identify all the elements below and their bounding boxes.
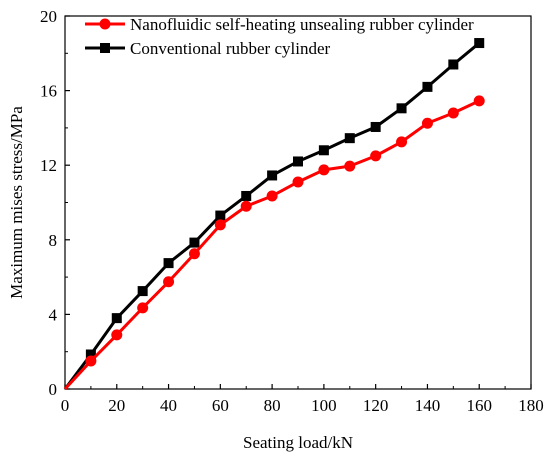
- plot-border: [64, 15, 532, 390]
- data-point: [422, 81, 433, 92]
- data-point: [85, 355, 97, 367]
- data-point: [396, 103, 407, 114]
- data-point: [318, 164, 330, 176]
- legend-entry: Conventional rubber cylinder: [85, 39, 331, 58]
- series-line: [63, 99, 480, 391]
- data-point: [318, 145, 329, 156]
- legend-label: Conventional rubber cylinder: [130, 39, 331, 58]
- x-tick-label: 20: [108, 396, 125, 415]
- data-point: [163, 258, 174, 269]
- y-tick-label: 8: [49, 231, 58, 250]
- data-point: [370, 121, 381, 132]
- data-point: [344, 133, 355, 144]
- data-point: [111, 329, 123, 341]
- x-tick-label: 80: [264, 396, 281, 415]
- legend-entry: Nanofluidic self-heating unsealing rubbe…: [85, 15, 474, 34]
- series-line: [63, 41, 481, 390]
- y-tick-label: 20: [40, 7, 57, 26]
- legend-marker: [99, 18, 111, 30]
- data-point: [189, 237, 200, 248]
- data-point: [241, 190, 252, 201]
- y-tick-label: 4: [49, 305, 58, 324]
- x-tick-label: 120: [363, 396, 389, 415]
- data-point: [188, 248, 200, 260]
- y-axis-title: Maximum mises stress/MPa: [7, 106, 26, 299]
- series-nanofluidic: [63, 95, 485, 391]
- legend: Nanofluidic self-heating unsealing rubbe…: [85, 15, 474, 58]
- x-tick-label: 160: [466, 396, 492, 415]
- data-point: [240, 200, 252, 212]
- plot-frame: [64, 15, 532, 390]
- x-axis-ticks: 0 20 40 60 80 100 120 140 160 180: [61, 384, 544, 415]
- data-point: [137, 286, 148, 297]
- data-point: [447, 107, 459, 119]
- data-point: [421, 117, 433, 129]
- y-tick-label: 16: [40, 82, 57, 101]
- legend-marker: [100, 43, 110, 53]
- data-point: [474, 38, 485, 49]
- x-axis-title: Seating load/kN: [243, 433, 353, 452]
- data-point: [85, 349, 96, 360]
- x-tick-label: 180: [518, 396, 544, 415]
- x-tick-label: 0: [61, 396, 70, 415]
- data-point: [473, 95, 485, 107]
- x-tick-label: 60: [212, 396, 229, 415]
- data-point: [215, 210, 226, 221]
- y-axis-ticks: 0 4 8 12 16 20: [40, 7, 70, 399]
- legend-label: Nanofluidic self-heating unsealing rubbe…: [130, 15, 474, 34]
- data-point: [370, 150, 382, 162]
- y-tick-label: 12: [40, 156, 57, 175]
- series-conventional: [63, 38, 485, 390]
- data-point: [137, 302, 149, 314]
- data-point: [267, 170, 278, 181]
- data-point: [293, 156, 303, 167]
- x-tick-label: 100: [311, 396, 337, 415]
- data-point: [448, 59, 459, 70]
- data-point: [163, 276, 175, 288]
- data-point: [292, 176, 304, 188]
- data-point: [214, 219, 226, 231]
- data-point: [396, 136, 408, 148]
- data-point: [344, 160, 356, 172]
- series-layer: [63, 38, 485, 391]
- x-tick-label: 40: [160, 396, 177, 415]
- x-tick-label: 140: [415, 396, 441, 415]
- data-point: [111, 313, 122, 324]
- y-tick-label: 0: [49, 380, 58, 399]
- data-point: [266, 190, 278, 202]
